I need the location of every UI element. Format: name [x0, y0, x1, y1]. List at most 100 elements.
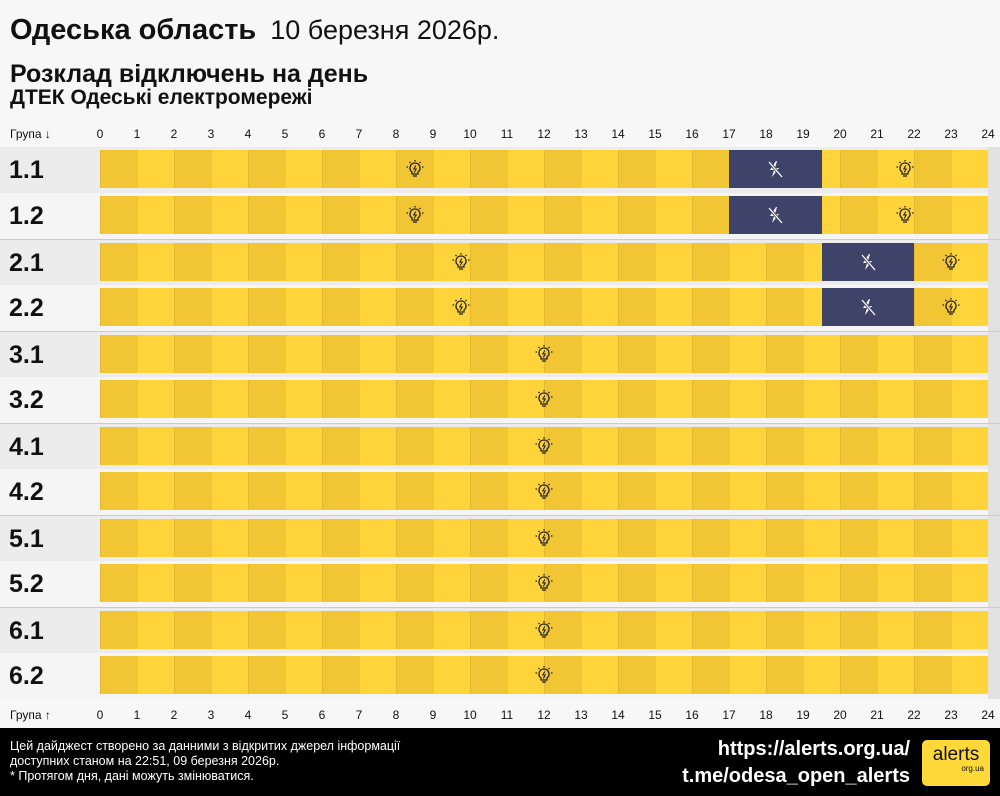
hour-cell-on [692, 243, 729, 281]
hour-cell-on [766, 243, 803, 281]
hour-cell-on [322, 564, 359, 602]
hour-tick: 21 [870, 708, 884, 722]
hour-cell-on [840, 519, 877, 557]
hour-cell-on [137, 288, 174, 326]
lightbulb-icon [534, 481, 554, 501]
hour-cell-on [914, 564, 951, 602]
hour-cell-on [766, 656, 803, 694]
hour-cell-on [803, 335, 840, 373]
hour-cell-on [433, 380, 470, 418]
hour-cell-on [211, 380, 248, 418]
hour-cell-on [359, 243, 396, 281]
hour-cell-on [137, 564, 174, 602]
hour-cell-on [692, 472, 729, 510]
hour-tick: 23 [944, 708, 958, 722]
hour-cell-on [766, 335, 803, 373]
hour-cell-on [766, 380, 803, 418]
hour-cell-on [766, 564, 803, 602]
hour-tick: 4 [244, 127, 252, 141]
hour-tick: 0 [96, 127, 104, 141]
footer-note-line: Цей дайджест створено за данними з відкр… [10, 739, 401, 753]
hour-cell-on [285, 288, 322, 326]
hour-cell-on [729, 427, 766, 465]
grid-edge [988, 147, 1000, 193]
hour-cell-on [248, 288, 285, 326]
hour-cell-on [618, 150, 655, 188]
hour-cell-on [359, 564, 396, 602]
hour-cell-on [137, 656, 174, 694]
hour-tick: 23 [944, 127, 958, 141]
hour-cell-on [803, 427, 840, 465]
hour-cell-on [729, 335, 766, 373]
hour-cell-on [433, 472, 470, 510]
hour-cell-on [618, 519, 655, 557]
group-name: 3.2 [9, 386, 44, 414]
hour-cell-on [211, 288, 248, 326]
hour-cell-on [507, 243, 544, 281]
hour-cell-on [211, 519, 248, 557]
hour-cell-on [322, 335, 359, 373]
hour-tick: 19 [796, 708, 810, 722]
lightbulb-icon [941, 297, 961, 317]
grid-edge [988, 516, 1000, 562]
hour-cell-on [433, 611, 470, 649]
hour-cell-on [137, 427, 174, 465]
hour-tick: 20 [833, 127, 847, 141]
hour-cell-on [248, 656, 285, 694]
hour-cell-on [951, 427, 988, 465]
hour-cell-on [877, 380, 914, 418]
group-row: 4.2 [0, 469, 1000, 515]
hour-tick: 21 [870, 127, 884, 141]
hour-cell-on [248, 472, 285, 510]
hour-cell-on [137, 611, 174, 649]
grid-edge [988, 332, 1000, 378]
hour-cell-on [507, 564, 544, 602]
hour-cell-on [544, 380, 581, 418]
hour-cell-on [951, 564, 988, 602]
hour-cell-on [507, 611, 544, 649]
telegram-link[interactable]: t.me/odesa_open_alerts [682, 765, 910, 787]
hour-tick: 6 [318, 127, 326, 141]
hour-cell-on [581, 656, 618, 694]
hour-cell-on [655, 519, 692, 557]
hour-cell-on [100, 243, 137, 281]
hour-cell-on [655, 656, 692, 694]
hour-cell-on [470, 656, 507, 694]
hour-tick: 5 [281, 708, 289, 722]
hour-cell-on [803, 564, 840, 602]
hour-cell-on [137, 150, 174, 188]
grid-edge [988, 608, 1000, 654]
hour-cell-on [248, 150, 285, 188]
hour-cell-on [581, 196, 618, 234]
grid-edge [988, 653, 1000, 699]
hour-cell-on [951, 335, 988, 373]
hour-cell-on [433, 288, 470, 326]
hour-tick: 9 [429, 708, 437, 722]
hour-tick: 10 [463, 708, 477, 722]
hour-cell-on [618, 656, 655, 694]
hour-cell-on [211, 196, 248, 234]
hour-cell-on [840, 196, 877, 234]
footer-disclaimer: * Протягом дня, дані можуть змінюватися. [10, 769, 254, 783]
group-name: 1.2 [9, 202, 44, 230]
hour-cell-on [174, 243, 211, 281]
no-power-icon [858, 297, 878, 317]
no-power-icon [765, 159, 785, 179]
group-name: 2.1 [9, 249, 44, 277]
hour-cell-on [655, 427, 692, 465]
hour-cell-on [507, 472, 544, 510]
hour-cell-on [248, 243, 285, 281]
hour-cell-on [618, 472, 655, 510]
hour-cell-on [137, 472, 174, 510]
hour-cell-on [766, 519, 803, 557]
hour-cell-on [618, 335, 655, 373]
lightbulb-icon [534, 573, 554, 593]
hour-cell-on [544, 243, 581, 281]
hour-tick: 6 [318, 708, 326, 722]
hour-cell-on [359, 380, 396, 418]
hour-cell-on [396, 427, 433, 465]
hour-cell-on [914, 196, 951, 234]
hour-cell-on [692, 564, 729, 602]
hour-cell-on [248, 564, 285, 602]
site-link[interactable]: https://alerts.org.ua/ [717, 738, 910, 760]
